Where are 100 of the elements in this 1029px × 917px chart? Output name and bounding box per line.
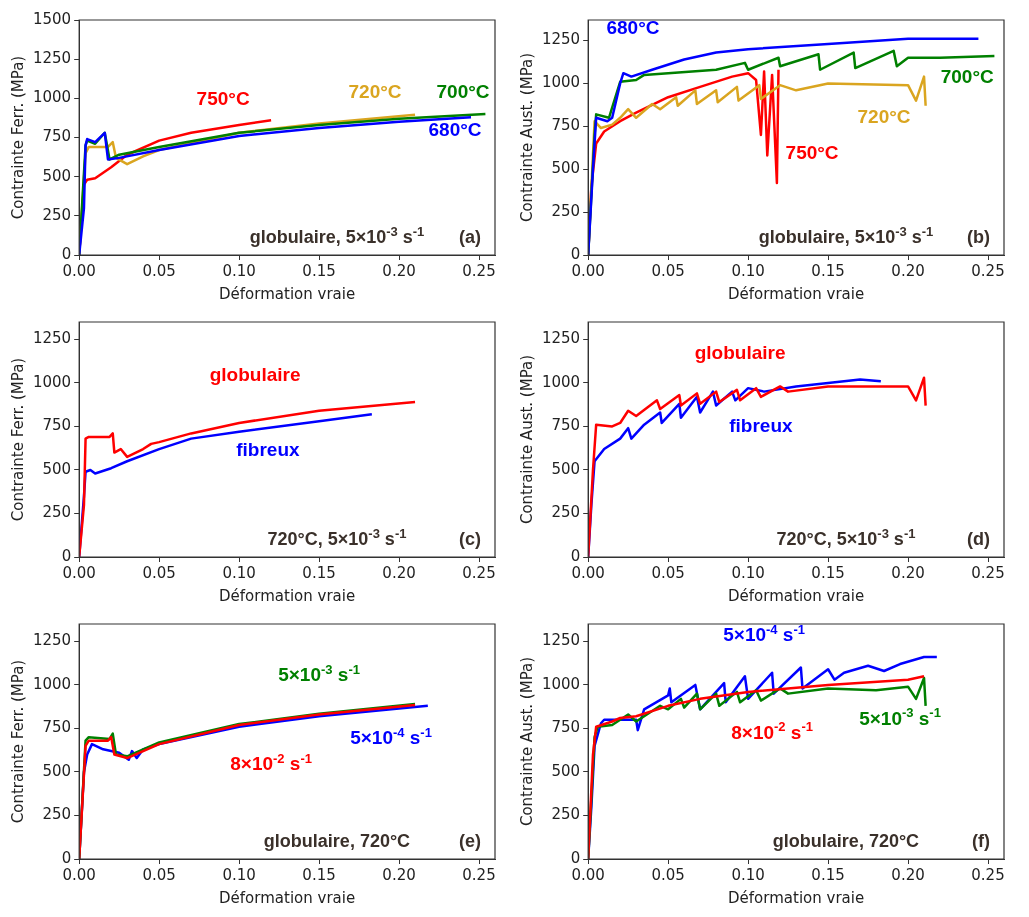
x-tick-label: 0.05 xyxy=(651,865,685,884)
x-tick-label: 0.15 xyxy=(302,865,336,884)
annotation: (f) xyxy=(972,831,991,851)
y-tick-label: 250 xyxy=(42,205,72,224)
x-tick-label: 0.00 xyxy=(62,865,96,884)
x-tick-label: 0.10 xyxy=(222,865,256,884)
series-label: 700°C xyxy=(436,81,490,103)
x-tick-label: 0.15 xyxy=(811,563,845,582)
y-tick-label: 0 xyxy=(61,848,72,867)
x-tick-label: 0.10 xyxy=(222,261,256,280)
x-tick-label: 0.15 xyxy=(811,865,845,884)
y-tick-label: 1000 xyxy=(541,674,581,693)
y-tick-label: 0 xyxy=(570,848,581,867)
y-tick-label: 750 xyxy=(42,718,72,737)
annotation: (e) xyxy=(459,831,482,851)
x-axis-title: Déformation vraie xyxy=(219,284,356,303)
y-tick-label: 500 xyxy=(42,761,72,780)
y-tick-label: 1250 xyxy=(32,631,72,650)
x-tick-label: 0.05 xyxy=(142,563,176,582)
x-tick-label: 0.15 xyxy=(302,563,336,582)
x-tick-label: 0.10 xyxy=(222,563,256,582)
x-tick-label: 0.00 xyxy=(571,865,605,884)
y-tick-label: 500 xyxy=(42,166,72,185)
x-tick-label: 0.05 xyxy=(142,865,176,884)
y-tick-label: 250 xyxy=(551,503,581,522)
y-tick-label: 500 xyxy=(551,459,581,478)
x-tick-label: 0.25 xyxy=(462,865,496,884)
annotation: (c) xyxy=(459,529,482,549)
annotation: (a) xyxy=(459,227,482,247)
y-axis-title: Contrainte Aust. (MPa) xyxy=(517,354,536,525)
y-axis-title: Contrainte Ferr. (MPa) xyxy=(8,659,27,824)
series-label: 680°C xyxy=(428,118,482,140)
x-tick-label: 0.10 xyxy=(731,261,765,280)
annotation: globulaire, 720°C xyxy=(263,831,411,851)
series-label: 720°C xyxy=(348,81,402,103)
series-label: 750°C xyxy=(785,141,839,163)
y-axis-title: Contrainte Ferr. (MPa) xyxy=(8,55,27,220)
y-tick-label: 750 xyxy=(551,416,581,435)
x-tick-label: 0.05 xyxy=(651,261,685,280)
y-tick-label: 250 xyxy=(551,805,581,824)
x-tick-label: 0.10 xyxy=(731,563,765,582)
series-label: globulaire xyxy=(209,364,301,386)
y-tick-label: 1500 xyxy=(32,9,72,28)
x-tick-label: 0.05 xyxy=(651,563,685,582)
y-tick-label: 500 xyxy=(551,159,581,178)
y-tick-label: 1250 xyxy=(32,329,72,348)
x-axis-title: Déformation vraie xyxy=(219,888,356,907)
x-tick-label: 0.20 xyxy=(891,865,925,884)
y-tick-label: 1000 xyxy=(32,88,72,107)
x-tick-label: 0.25 xyxy=(971,563,1005,582)
series-label: fibreux xyxy=(729,414,794,436)
x-tick-label: 0.25 xyxy=(462,563,496,582)
x-tick-label: 0.20 xyxy=(382,563,416,582)
y-tick-label: 1250 xyxy=(32,49,72,68)
x-axis-title: Déformation vraie xyxy=(728,586,865,605)
x-tick-label: 0.00 xyxy=(571,261,605,280)
y-tick-label: 1250 xyxy=(541,30,581,49)
y-tick-label: 250 xyxy=(42,805,72,824)
x-tick-label: 0.20 xyxy=(382,865,416,884)
x-tick-label: 0.10 xyxy=(731,865,765,884)
y-tick-label: 750 xyxy=(42,416,72,435)
x-axis-title: Déformation vraie xyxy=(728,284,865,303)
y-axis-title: Contrainte Aust. (MPa) xyxy=(517,656,536,827)
y-tick-label: 250 xyxy=(42,503,72,522)
y-tick-label: 750 xyxy=(42,127,72,146)
y-axis-title: Contrainte Ferr. (MPa) xyxy=(8,357,27,522)
y-tick-label: 0 xyxy=(61,244,72,263)
x-tick-label: 0.20 xyxy=(382,261,416,280)
y-tick-label: 1000 xyxy=(32,674,72,693)
series-label: 700°C xyxy=(940,66,994,88)
x-tick-label: 0.00 xyxy=(62,563,96,582)
series-label: 720°C xyxy=(857,105,911,127)
x-axis-title: Déformation vraie xyxy=(728,888,865,907)
y-tick-label: 0 xyxy=(61,546,72,565)
y-tick-label: 1000 xyxy=(541,73,581,92)
x-axis-title: Déformation vraie xyxy=(219,586,356,605)
x-tick-label: 0.15 xyxy=(811,261,845,280)
annotation: globulaire, 720°C xyxy=(772,831,920,851)
y-tick-label: 750 xyxy=(551,116,581,135)
y-tick-label: 500 xyxy=(42,459,72,478)
series-label: 680°C xyxy=(606,16,660,38)
y-tick-label: 750 xyxy=(551,718,581,737)
series-label: fibreux xyxy=(236,439,300,461)
y-tick-label: 1000 xyxy=(541,372,581,391)
y-tick-label: 1000 xyxy=(32,372,72,391)
y-tick-label: 0 xyxy=(570,546,581,565)
x-tick-label: 0.20 xyxy=(891,563,925,582)
x-tick-label: 0.05 xyxy=(142,261,176,280)
series-label: 750°C xyxy=(196,87,250,109)
annotation: (b) xyxy=(967,227,991,247)
series-label: globulaire xyxy=(694,341,786,363)
y-tick-label: 1250 xyxy=(541,631,581,650)
y-tick-label: 500 xyxy=(551,761,581,780)
x-tick-label: 0.00 xyxy=(571,563,605,582)
y-tick-label: 1250 xyxy=(541,329,581,348)
x-tick-label: 0.20 xyxy=(891,261,925,280)
x-tick-label: 0.25 xyxy=(971,865,1005,884)
y-axis-title: Contrainte Aust. (MPa) xyxy=(517,52,536,223)
x-tick-label: 0.25 xyxy=(462,261,496,280)
x-tick-label: 0.15 xyxy=(302,261,336,280)
